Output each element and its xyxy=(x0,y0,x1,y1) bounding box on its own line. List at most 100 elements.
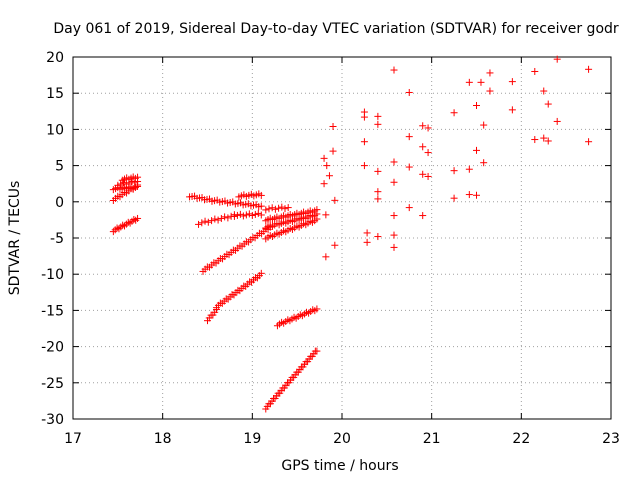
data-point xyxy=(257,191,265,199)
data-point xyxy=(275,204,283,212)
data-point xyxy=(281,205,289,213)
data-point xyxy=(540,134,548,142)
data-point xyxy=(553,117,561,125)
data-point xyxy=(257,211,265,219)
data-point xyxy=(313,347,321,355)
y-tick-label: 15 xyxy=(46,86,64,102)
y-tick-label: -20 xyxy=(41,340,64,356)
x-tick-label: 23 xyxy=(602,431,620,447)
data-point xyxy=(284,204,292,212)
data-point xyxy=(419,170,427,178)
data-point xyxy=(424,124,432,132)
data-point xyxy=(360,138,368,146)
data-point xyxy=(424,149,432,157)
data-point xyxy=(320,180,328,188)
data-point xyxy=(390,158,398,166)
data-point xyxy=(257,202,265,210)
data-point xyxy=(477,78,485,86)
grid-layer xyxy=(73,57,611,419)
data-point xyxy=(322,253,330,261)
data-point xyxy=(508,106,516,114)
data-point xyxy=(239,212,247,220)
data-point xyxy=(211,215,219,223)
data-point xyxy=(540,87,548,95)
y-tick-label: 10 xyxy=(46,122,64,138)
data-point xyxy=(257,269,265,277)
data-point xyxy=(363,229,371,237)
data-point xyxy=(465,165,473,173)
data-point xyxy=(201,217,209,225)
points-layer xyxy=(109,55,593,413)
data-point xyxy=(134,178,142,186)
data-point xyxy=(313,215,321,223)
data-point xyxy=(236,210,244,218)
data-point xyxy=(323,162,331,170)
data-point xyxy=(390,212,398,220)
data-point xyxy=(208,217,216,225)
data-point xyxy=(254,209,262,217)
data-point xyxy=(360,113,368,121)
y-tick-label: -25 xyxy=(41,376,64,392)
x-axis-title: GPS time / hours xyxy=(281,458,398,474)
data-point xyxy=(363,238,371,246)
data-point xyxy=(473,191,480,199)
data-point xyxy=(480,159,488,167)
data-point xyxy=(262,206,270,214)
data-point xyxy=(374,188,382,196)
y-tick-labels: -30 -25 -20 -15 -10 -5 0 5 10 15 20 xyxy=(41,50,64,428)
data-point xyxy=(329,147,337,155)
data-point xyxy=(544,100,552,108)
data-point xyxy=(242,211,250,219)
data-point xyxy=(450,167,458,175)
data-point xyxy=(390,243,398,251)
data-point xyxy=(473,102,480,110)
data-point xyxy=(195,220,203,228)
data-point xyxy=(531,67,539,75)
y-tick-label: 20 xyxy=(46,50,64,66)
x-tick-label: 21 xyxy=(423,431,441,447)
data-point xyxy=(230,212,238,220)
data-point xyxy=(271,205,279,213)
data-point xyxy=(374,195,382,203)
data-point xyxy=(508,78,516,86)
data-point xyxy=(322,211,330,219)
data-point xyxy=(233,211,241,219)
data-point xyxy=(419,212,427,220)
data-point xyxy=(405,88,413,96)
data-point xyxy=(424,172,432,180)
data-point xyxy=(134,214,142,222)
data-point xyxy=(486,69,494,77)
data-point xyxy=(251,210,259,218)
data-point xyxy=(374,233,382,241)
y-tick-label: 5 xyxy=(55,159,64,175)
data-point xyxy=(329,123,337,131)
data-point xyxy=(450,194,458,202)
data-point xyxy=(405,133,413,141)
y-axis-title: SDTVAR / TECUs xyxy=(7,181,23,296)
data-point xyxy=(278,203,286,211)
data-point xyxy=(390,231,398,239)
data-point xyxy=(313,305,321,313)
data-point xyxy=(268,204,276,212)
data-point xyxy=(245,210,253,218)
data-point xyxy=(325,172,333,180)
x-tick-label: 17 xyxy=(64,431,82,447)
data-point xyxy=(204,218,212,226)
y-tick-label: 0 xyxy=(55,195,64,211)
data-point xyxy=(390,178,398,186)
chart-title: Day 061 of 2019, Sidereal Day-to-day VTE… xyxy=(53,21,619,37)
data-point xyxy=(585,138,593,146)
data-point xyxy=(390,66,398,74)
data-point xyxy=(531,136,539,144)
data-point xyxy=(585,65,593,73)
data-point xyxy=(465,191,473,199)
data-point xyxy=(374,120,382,128)
x-tick-label: 22 xyxy=(512,431,530,447)
data-point xyxy=(248,211,256,219)
data-point xyxy=(419,143,427,151)
x-tick-label: 19 xyxy=(243,431,261,447)
x-tick-label: 18 xyxy=(154,431,172,447)
data-point xyxy=(419,122,427,130)
data-point xyxy=(331,196,339,204)
